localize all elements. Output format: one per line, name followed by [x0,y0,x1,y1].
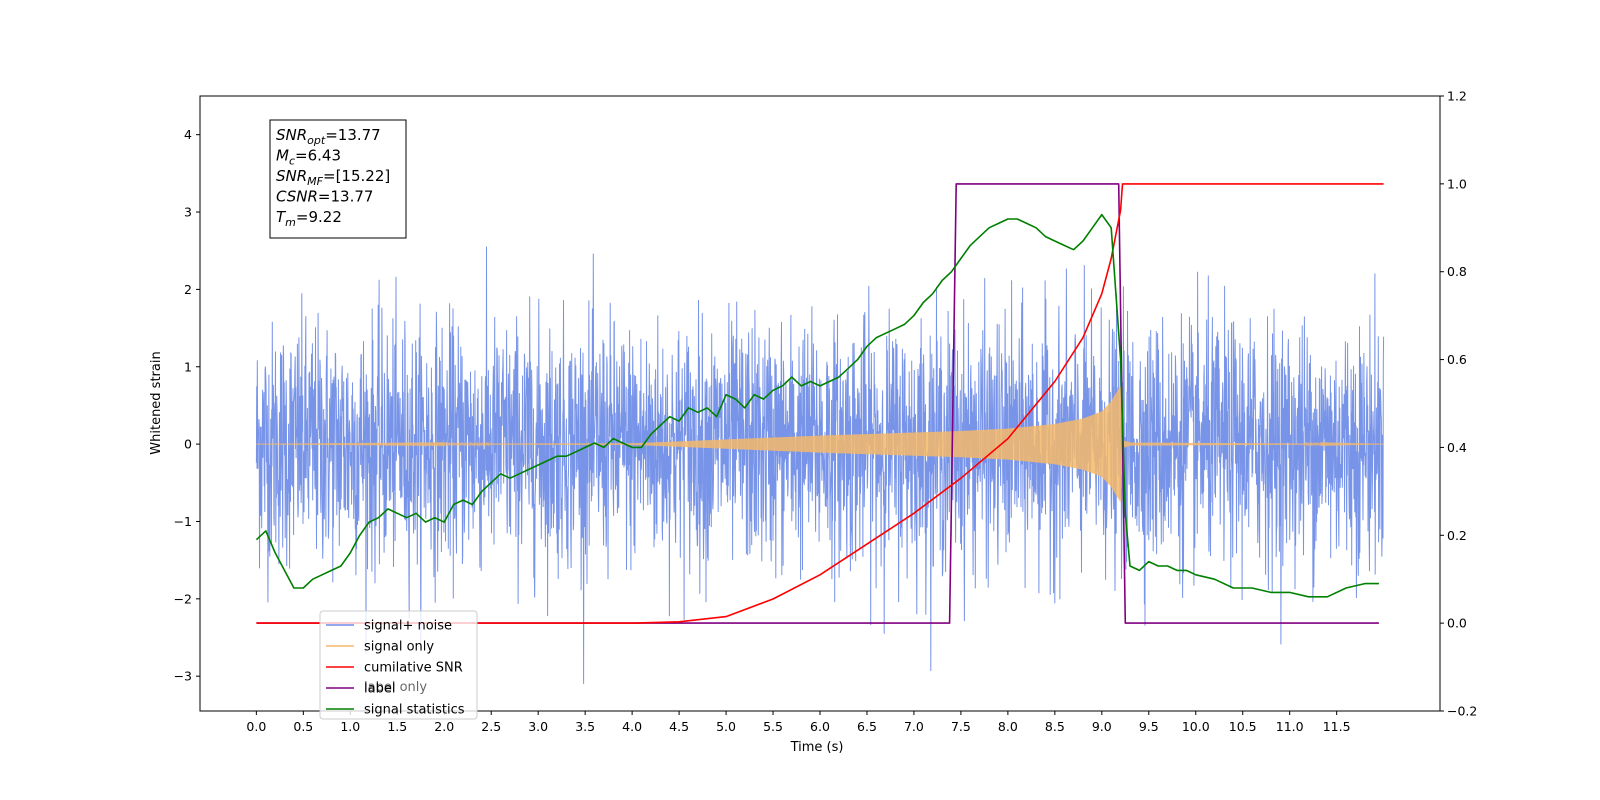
legend-entry-label: signal only [364,640,434,655]
y-axis-label: Whitened strain [149,351,164,454]
annotation-line: Mc=6.43 [276,147,341,168]
x-axis: 0.0 0.5 1.0 1.5 2.0 2.5 3.0 3.5 4.0 4.5 5.0 5.5 6.0 6… [246,711,1351,734]
x-tick-label: 6.5 [857,719,877,734]
y-tick-label: 3 [184,205,192,220]
annotation-line: CSNR=13.77 [276,188,373,206]
x-tick-label: 3.5 [575,719,595,734]
x-tick-label: 2.0 [434,719,454,734]
legend-entry-label: label [364,682,395,697]
legend-entry-label: cumilative SNR [364,661,463,676]
x-tick-label: 11.0 [1276,719,1304,734]
x-tick-label: 5.5 [763,719,783,734]
x-tick-label: 9.0 [1092,719,1112,734]
x-tick-label: 1.0 [340,719,360,734]
y2-tick-label: 0.4 [1447,440,1467,455]
x-axis-label: Time (s) [790,740,844,755]
annotation-line: Tm=9.22 [276,208,342,229]
y-tick-label: −3 [174,669,192,684]
x-tick-label: 7.0 [904,719,924,734]
annotation-line: SNRMF=[15.22] [276,167,390,188]
y2-tick-label: 1.0 [1447,176,1467,191]
y2-tick-label: 1.2 [1447,89,1467,104]
x-tick-label: 4.5 [669,719,689,734]
y-tick-label: 2 [184,282,192,297]
y-tick-label: −2 [174,591,192,606]
x-tick-label: 7.5 [951,719,971,734]
legend-entry-label: signal statistics [364,703,465,718]
x-tick-label: 6.0 [810,719,830,734]
legend: label only signal+ noise signal only cumil… [319,610,478,720]
series-signal-statistics [255,213,1379,598]
x-tick-label: 3.0 [528,719,548,734]
y2-tick-label: 0.8 [1447,264,1467,279]
x-tick-label: 11.5 [1323,719,1351,734]
y2-tick-label: 0.2 [1447,528,1467,543]
legend-occluded-text: label only [364,680,427,695]
y-axis-left: 4 3 2 1 0 −1 −2 −3 [174,127,200,684]
x-tick-label: 0.0 [246,719,266,734]
x-tick-label: 9.5 [1139,719,1159,734]
y-tick-label: −1 [174,514,192,529]
x-tick-label: 5.0 [716,719,736,734]
x-tick-label: 2.5 [481,719,501,734]
annotation-box: SNRopt=13.77Mc=6.43SNRMF=[15.22]CSNR=13.… [269,119,407,239]
x-tick-label: 0.5 [293,719,313,734]
series-signal-noise [255,246,1385,684]
y-tick-label: 0 [184,437,192,452]
legend-entry-label: signal+ noise [364,619,452,634]
x-tick-label: 10.5 [1229,719,1257,734]
y2-tick-label: −0.2 [1447,704,1477,719]
y-tick-label: 1 [184,359,192,374]
x-tick-label: 1.5 [387,719,407,734]
y2-tick-label: 0.0 [1447,616,1467,631]
y-tick-label: 4 [184,127,192,142]
series-layer [255,183,1385,684]
y2-tick-label: 0.6 [1447,352,1467,367]
annotation-line: SNRopt=13.77 [276,126,381,147]
series-label [256,183,1379,624]
series-signal-only [256,386,1384,502]
x-tick-label: 8.5 [1045,719,1065,734]
x-tick-label: 8.0 [998,719,1018,734]
x-tick-label: 4.0 [622,719,642,734]
x-tick-label: 10.0 [1182,719,1210,734]
y-axis-right: 1.2 1.0 0.8 0.6 0.4 0.2 0.0 −0.2 [1440,89,1477,719]
